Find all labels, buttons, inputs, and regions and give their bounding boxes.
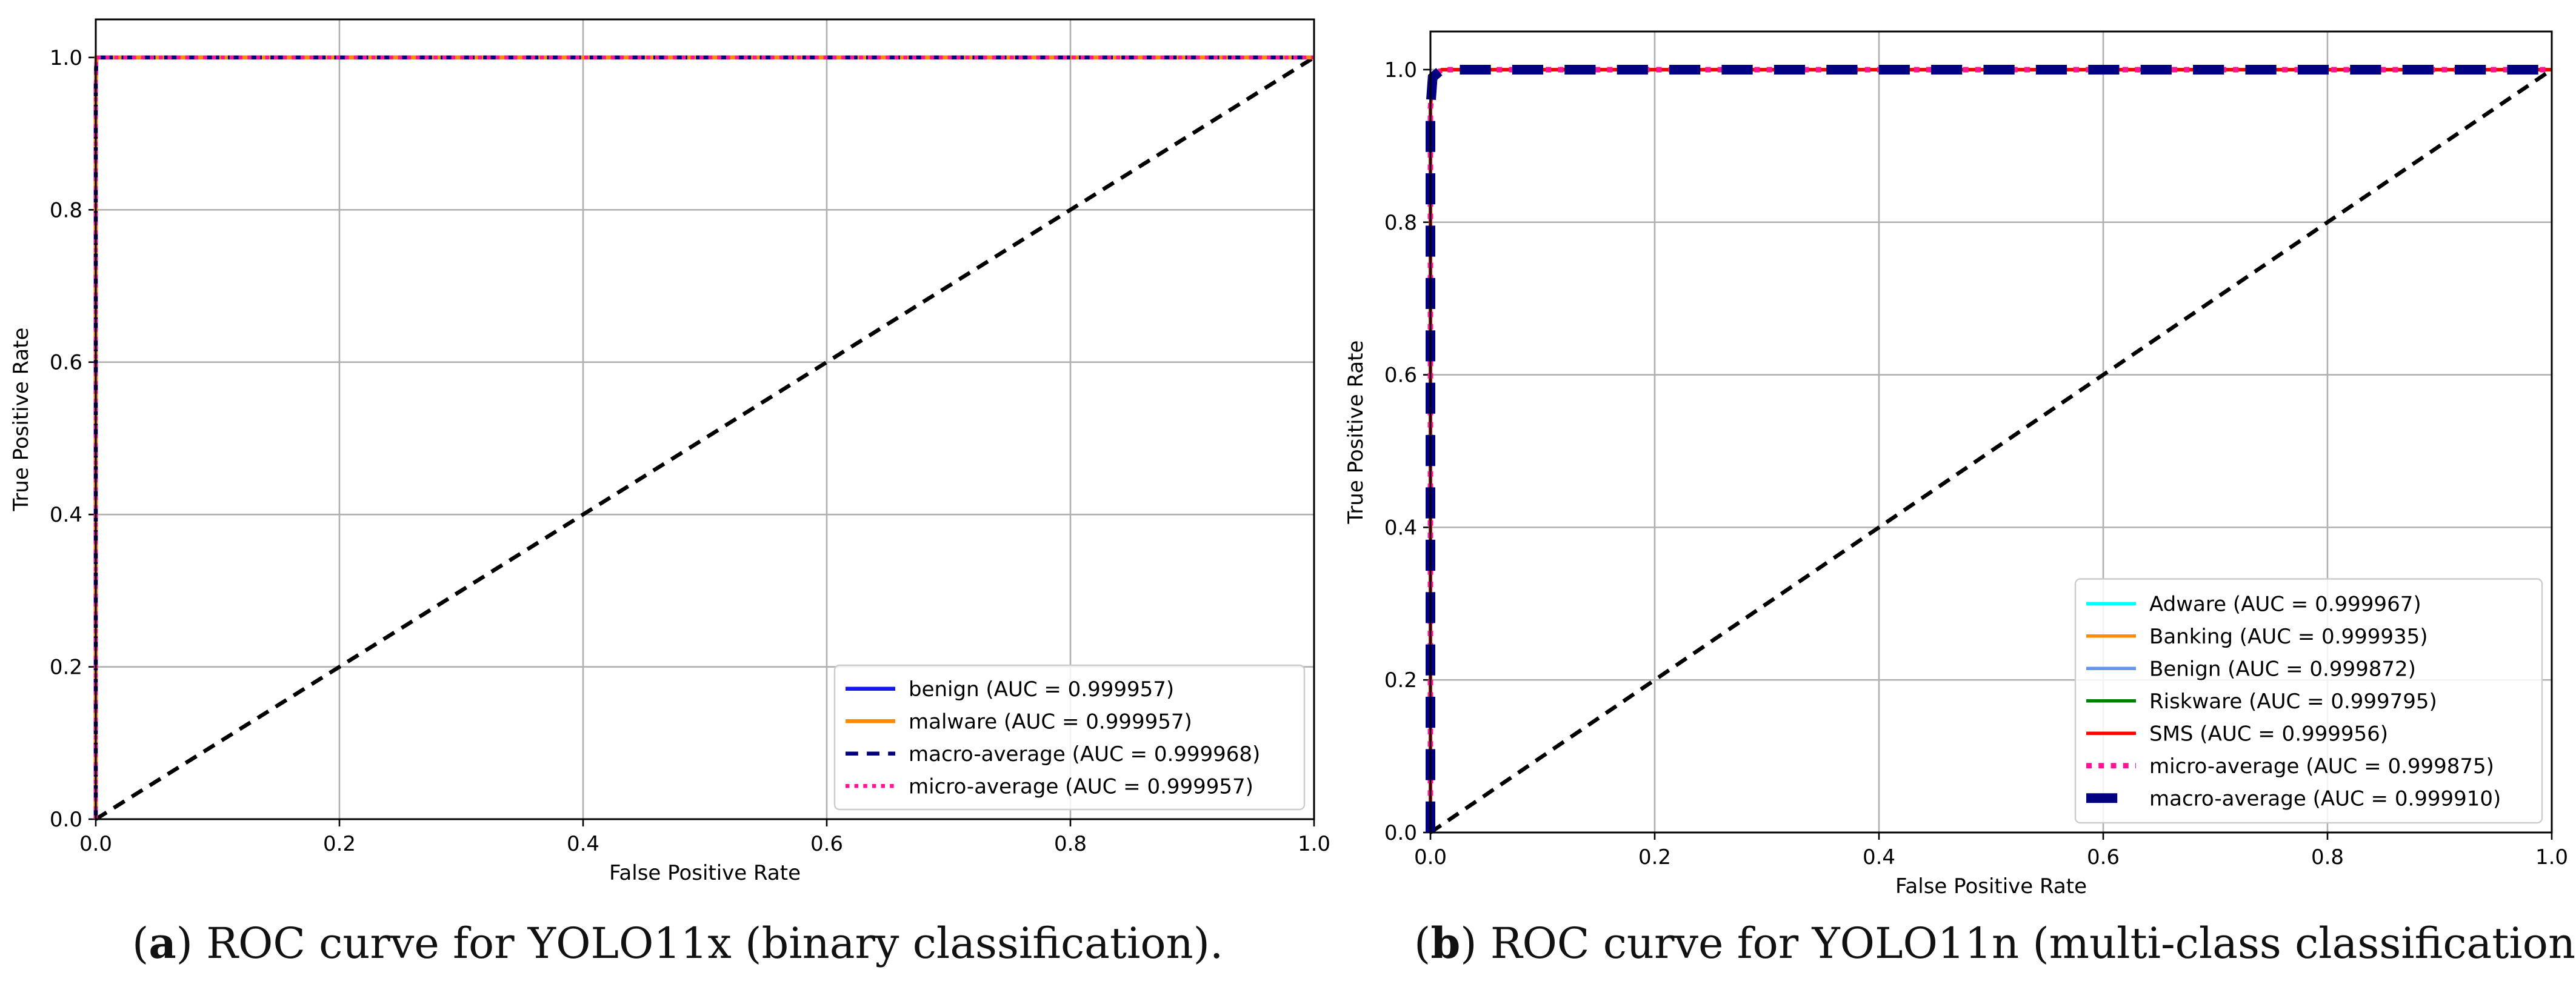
legend: Adware (AUC = 0.999967) Banking (AUC = 0.… — [2074, 578, 2543, 824]
y-tick-label: 0.6 — [1384, 364, 1417, 388]
y-tick-label: 0.0 — [50, 808, 82, 832]
legend-label-1: benign (AUC = 0.999957) — [909, 677, 1174, 702]
x-tick-label: 0.0 — [1414, 845, 1447, 869]
y-tick-label: 0.0 — [1384, 821, 1417, 845]
y-tick-label: 0.8 — [50, 198, 82, 222]
x-tick-label: 0.6 — [810, 832, 843, 856]
chart-a: 0.0 0.2 0.4 0.6 0.8 1.0 0.0 0.2 0.4 0.6 0.8 1.0 Fals… — [9, 18, 1330, 885]
x-tick-label: 0.6 — [2087, 845, 2120, 869]
caption-b: (b) ROC curve for YOLO11n (multi-class c… — [1414, 918, 2576, 968]
y-axis-label: True Positive Rate — [1344, 341, 1368, 525]
x-tick-label: 0.8 — [1054, 832, 1087, 856]
y-tick-label: 0.6 — [50, 351, 82, 375]
legend-label-2: malware (AUC = 0.999957) — [909, 710, 1192, 734]
legend-label-3: macro-average (AUC = 0.999968) — [909, 742, 1260, 766]
caption-b-letter: b — [1430, 918, 1461, 968]
legend-box — [833, 664, 1306, 811]
y-tick-label: 0.2 — [1384, 668, 1417, 693]
plot-frame — [1429, 30, 2553, 834]
legend-box — [2074, 578, 2543, 824]
chance-line — [1429, 68, 2553, 834]
plot-frame — [95, 18, 1315, 820]
chart-b: 0.0 0.2 0.4 0.6 0.8 1.0 0.0 0.2 0.4 0.6 0.8 1.0 Fals… — [1344, 30, 2568, 899]
x-axis-label: False Positive Rate — [609, 861, 801, 885]
y-tick-label: 0.4 — [50, 503, 82, 527]
x-axis-label: False Positive Rate — [1895, 874, 2087, 899]
legend-label-4: micro-average (AUC = 0.999957) — [909, 774, 1253, 799]
caption-a: (a) ROC curve for YOLO11x (binary classi… — [132, 918, 1224, 968]
y-tick-label: 1.0 — [50, 46, 82, 70]
chance-line — [95, 56, 1315, 821]
legend-label-4: Riskware (AUC = 0.999795) — [2149, 690, 2437, 714]
x-tick-label: 1.0 — [1298, 832, 1330, 856]
x-tick-label: 0.8 — [2311, 845, 2344, 869]
caption-a-letter: a — [148, 918, 176, 968]
legend-label-2: Banking (AUC = 0.999935) — [2149, 625, 2428, 649]
caption-a-text: ) ROC curve for YOLO11x (binary classifi… — [176, 919, 1224, 968]
legend-label-7: macro-average (AUC = 0.999910) — [2149, 786, 2501, 811]
y-axis-label: True Positive Rate — [9, 328, 33, 512]
legend-label-5: SMS (AUC = 0.999956) — [2149, 722, 2388, 746]
x-tick-label: 0.2 — [1638, 845, 1671, 869]
x-tick-label: 0.4 — [1863, 845, 1895, 869]
y-tick-label: 0.4 — [1384, 516, 1417, 540]
caption-b-text: ) ROC curve for YOLO11n (multi-class cla… — [1460, 919, 2576, 968]
x-tick-label: 0.2 — [323, 832, 356, 856]
legend-label-3: Benign (AUC = 0.999872) — [2149, 657, 2416, 681]
legend-label-6: micro-average (AUC = 0.999875) — [2149, 754, 2494, 779]
y-tick-label: 0.8 — [1384, 211, 1417, 235]
legend: benign (AUC = 0.999957) malware (AUC = 0.… — [833, 664, 1306, 811]
x-tick-label: 0.4 — [567, 832, 599, 856]
y-tick-label: 0.2 — [50, 656, 82, 680]
legend-label-1: Adware (AUC = 0.999967) — [2149, 592, 2421, 616]
y-tick-label: 1.0 — [1384, 58, 1417, 82]
x-tick-label: 1.0 — [2535, 845, 2568, 869]
x-tick-label: 0.0 — [79, 832, 112, 856]
